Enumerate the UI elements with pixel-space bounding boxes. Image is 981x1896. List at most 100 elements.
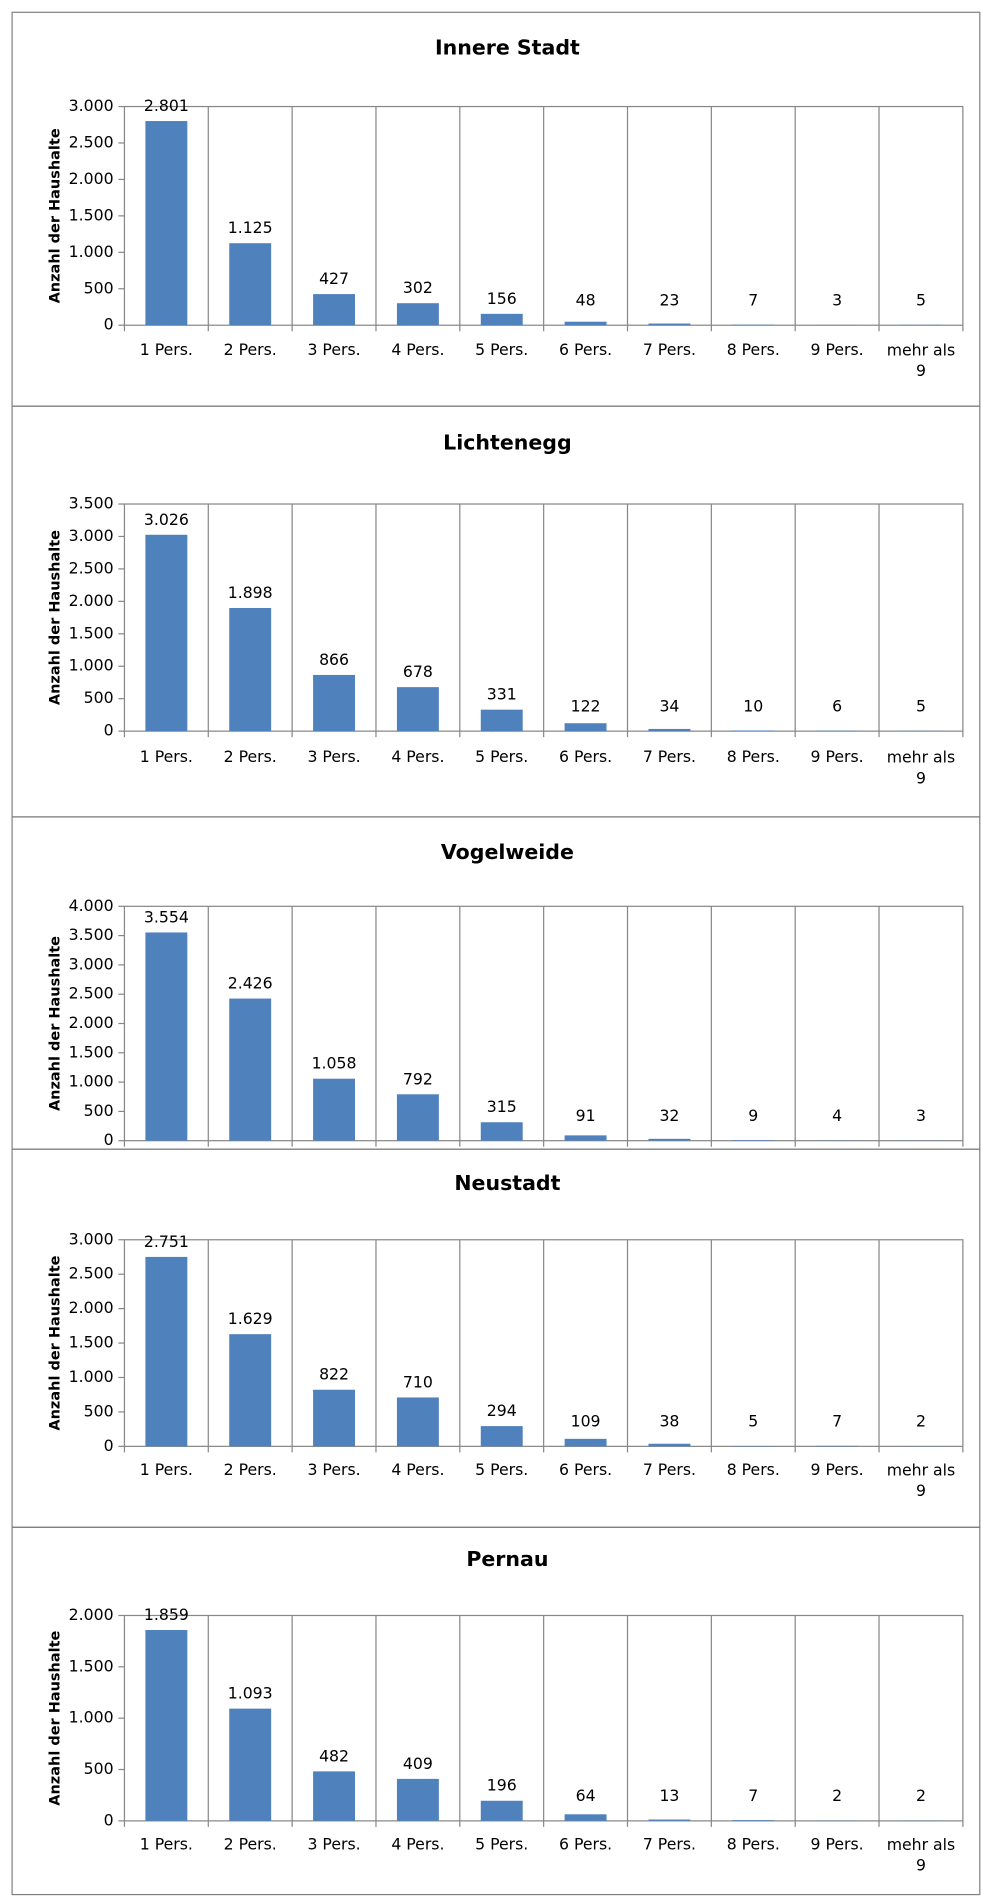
y-tick-label: 2.000 bbox=[69, 1298, 114, 1317]
bar bbox=[229, 1708, 272, 1821]
x-tick-label: 7 Pers. bbox=[643, 1835, 696, 1854]
value-label: 32 bbox=[659, 1106, 679, 1125]
bar bbox=[648, 323, 691, 326]
value-label: 2 bbox=[916, 1786, 926, 1805]
value-label: 315 bbox=[487, 1097, 517, 1116]
y-tick-label: 0 bbox=[104, 1130, 114, 1149]
x-tick-label: 8 Pers. bbox=[727, 1460, 780, 1479]
value-label: 9 bbox=[748, 1106, 758, 1125]
bar bbox=[145, 932, 188, 1141]
x-tick-label-line: mehr als bbox=[887, 747, 955, 766]
x-tick-label: mehr als 9 bbox=[887, 1835, 955, 1875]
bar bbox=[480, 1800, 523, 1821]
value-label: 3.554 bbox=[144, 907, 189, 926]
chart-title: Neustadt bbox=[454, 1171, 560, 1195]
x-tick-label: 4 Pers. bbox=[391, 1835, 444, 1854]
bar bbox=[480, 709, 523, 732]
y-tick-label: 1.500 bbox=[69, 205, 114, 224]
x-tick-label: mehr als 9 bbox=[887, 747, 955, 787]
bar bbox=[648, 728, 691, 732]
bar bbox=[396, 1397, 439, 1447]
bar bbox=[396, 687, 439, 732]
x-tick-label: 5 Pers. bbox=[475, 340, 528, 359]
bar bbox=[732, 324, 775, 326]
value-label: 122 bbox=[571, 696, 601, 715]
y-tick-label: 3.000 bbox=[69, 96, 114, 115]
chart-title: Innere Stadt bbox=[435, 36, 580, 60]
bar bbox=[145, 1256, 188, 1447]
value-label: 2 bbox=[832, 1786, 842, 1805]
value-label: 1.898 bbox=[228, 583, 273, 602]
value-label: 2 bbox=[916, 1412, 926, 1431]
bar bbox=[313, 1389, 356, 1447]
value-label: 3 bbox=[916, 1106, 926, 1125]
x-tick-label: mehr als 9 bbox=[887, 340, 955, 380]
bar bbox=[145, 534, 188, 732]
y-tick-label: 4.000 bbox=[69, 896, 114, 915]
y-axis-label: Anzahl der Haushalte bbox=[48, 936, 64, 1111]
x-tick-label-line: 9 bbox=[916, 361, 926, 380]
value-label: 866 bbox=[319, 650, 349, 669]
value-label: 23 bbox=[659, 291, 679, 310]
chart-title: Vogelweide bbox=[441, 840, 574, 864]
chart-title: Lichtenegg bbox=[443, 431, 571, 455]
value-label: 1.058 bbox=[312, 1054, 357, 1073]
y-axis-label: Anzahl der Haushalte bbox=[48, 1630, 64, 1805]
x-tick-label: 8 Pers. bbox=[727, 340, 780, 359]
x-tick-label: 1 Pers. bbox=[140, 1460, 193, 1479]
value-label: 302 bbox=[403, 278, 433, 297]
x-tick-label: 9 Pers. bbox=[811, 1835, 864, 1854]
y-tick-label: 1.000 bbox=[69, 1072, 114, 1091]
bar bbox=[229, 998, 272, 1141]
x-tick-label: 6 Pers. bbox=[559, 747, 612, 766]
value-label: 792 bbox=[403, 1069, 433, 1088]
x-tick-label: 3 Pers. bbox=[307, 1460, 360, 1479]
value-label: 482 bbox=[319, 1746, 349, 1765]
y-tick-label: 3.500 bbox=[69, 925, 114, 944]
y-tick-label: 500 bbox=[84, 1101, 114, 1120]
value-label: 331 bbox=[487, 685, 517, 704]
value-label: 7 bbox=[748, 291, 758, 310]
value-label: 109 bbox=[571, 1412, 601, 1431]
value-label: 7 bbox=[832, 1412, 842, 1431]
value-label: 10 bbox=[743, 696, 763, 715]
bar bbox=[313, 674, 356, 732]
y-tick-label: 2.000 bbox=[69, 591, 114, 610]
y-tick-label: 1.500 bbox=[69, 623, 114, 642]
x-tick-label: 7 Pers. bbox=[643, 340, 696, 359]
x-tick-label-line: mehr als bbox=[887, 1460, 955, 1479]
y-tick-label: 500 bbox=[84, 1401, 114, 1420]
bar bbox=[145, 121, 188, 326]
y-tick-label: 2.500 bbox=[69, 1264, 114, 1283]
value-label: 1.093 bbox=[228, 1684, 273, 1703]
value-label: 427 bbox=[319, 269, 349, 288]
y-tick-label: 2.500 bbox=[69, 984, 114, 1003]
bar bbox=[396, 1778, 439, 1821]
x-tick-label: 1 Pers. bbox=[140, 340, 193, 359]
y-tick-label: 2.000 bbox=[69, 1605, 114, 1624]
bar bbox=[480, 1122, 523, 1141]
y-tick-label: 3.000 bbox=[69, 1229, 114, 1248]
y-tick-label: 1.500 bbox=[69, 1656, 114, 1675]
x-tick-label: 7 Pers. bbox=[643, 1460, 696, 1479]
bar bbox=[145, 1629, 188, 1821]
value-label: 5 bbox=[916, 291, 926, 310]
value-label: 2.801 bbox=[144, 96, 189, 115]
x-tick-label: 4 Pers. bbox=[391, 340, 444, 359]
x-tick-label: 3 Pers. bbox=[307, 340, 360, 359]
value-label: 64 bbox=[576, 1786, 596, 1805]
x-tick-label: 6 Pers. bbox=[559, 1835, 612, 1854]
bar bbox=[732, 1140, 775, 1141]
value-label: 710 bbox=[403, 1372, 433, 1391]
y-tick-label: 2.500 bbox=[69, 132, 114, 151]
x-tick-label: 2 Pers. bbox=[224, 1460, 277, 1479]
bar bbox=[648, 1138, 691, 1141]
bar bbox=[480, 313, 523, 326]
x-tick-label: 2 Pers. bbox=[224, 747, 277, 766]
y-tick-label: 1.500 bbox=[69, 1333, 114, 1352]
value-label: 48 bbox=[576, 291, 596, 310]
bar bbox=[648, 1443, 691, 1447]
y-tick-label: 2.500 bbox=[69, 558, 114, 577]
